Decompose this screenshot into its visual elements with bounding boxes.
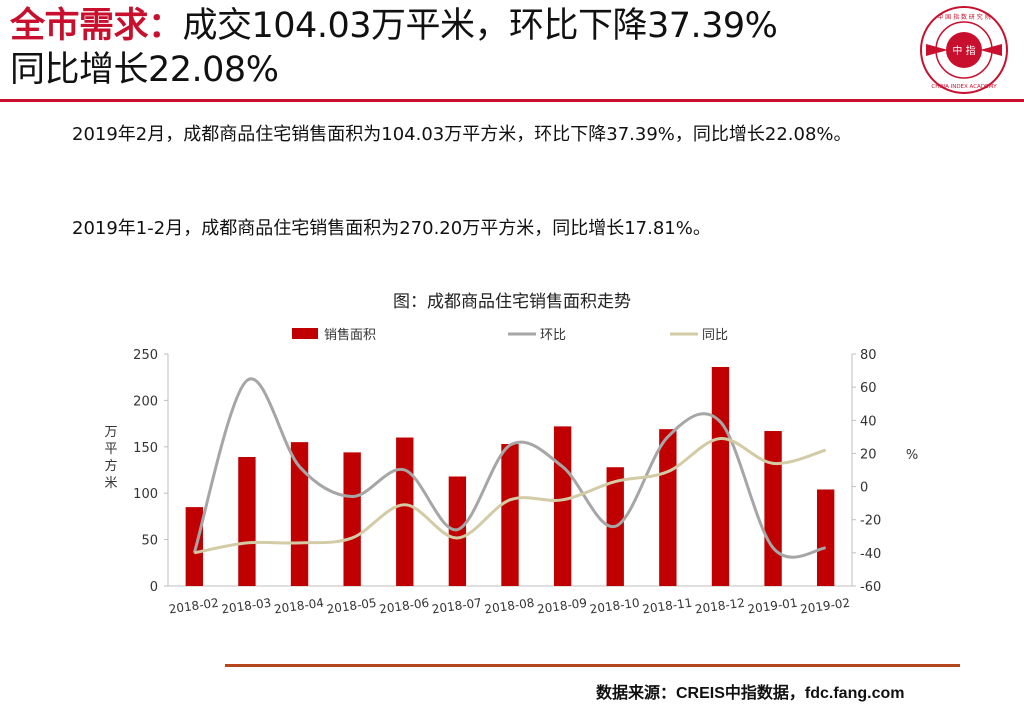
x-tick-label: 2018-03 [221,596,273,617]
line-同比 [194,437,827,555]
x-tick-label: 2018-09 [536,596,588,617]
x-tick-label: 2018-11 [641,596,693,617]
logo-ring-top: 中 国 指 数 研 究 院 [937,13,990,21]
bar-2018-06 [396,437,414,586]
bar-2018-04 [290,442,309,586]
bar-2018-07 [448,476,467,586]
chart-title: 图：成都商品住宅销售面积走势 [393,292,631,312]
paragraph-ytd: 2019年1-2月，成都商品住宅销售面积为270.20万平方米，同比增长17.8… [72,218,711,239]
legend-label-销售面积: 销售面积 [324,327,376,343]
right-tick-label: -40 [860,547,881,562]
title-divider [0,99,1024,102]
footer-divider [225,664,960,667]
left-tick-label: 150 [133,441,158,456]
bar-2019-01 [764,431,782,586]
title-line1: 成交104.03万平米，环比下降37.39% [182,6,778,46]
legend-label-环比: 环比 [540,328,566,343]
left-tick-label: 200 [133,394,158,409]
bar-2019-02 [817,489,835,586]
page-title: 全市需求：成交104.03万平米，环比下降37.39% 同比增长22.08% [10,4,910,92]
right-tick-label: 40 [860,414,877,429]
left-tick-label: 50 [141,534,158,549]
bar-2018-11 [659,429,677,586]
right-tick-label: -20 [860,514,881,529]
legend-swatch-销售面积 [292,328,318,339]
x-tick-label: 2018-08 [484,596,536,617]
bar-2018-08 [501,444,519,586]
bar-2018-12 [711,366,730,586]
data-source: 数据来源：CREIS中指数据，fdc.fang.com [596,685,905,702]
legend-label-同比: 同比 [702,328,728,343]
left-tick-label: 250 [133,348,158,363]
right-axis-label: % [906,448,918,463]
bar-2018-03 [238,457,256,586]
right-tick-label: 20 [860,447,877,462]
left-axis-label: 万平方米 [104,425,117,491]
line-环比 [192,377,826,559]
left-tick-label: 100 [133,487,158,502]
x-tick-label: 2018-07 [431,596,483,617]
right-tick-label: 80 [860,348,877,363]
left-tick-label: 0 [150,580,158,595]
logo-ring-bottom: CHINA INDEX ACADEMY [931,84,997,90]
bar-2018-02 [185,507,203,586]
x-tick-label: 2018-10 [589,596,641,617]
bar-2018-05 [343,452,361,586]
paragraph-monthly: 2019年2月，成都商品住宅销售面积为104.03万平方米，环比下降37.39%… [72,124,852,145]
logo-center-text: 中 指 [952,44,975,57]
bar-2018-09 [553,426,572,586]
x-tick-label: 2018-02 [168,596,220,617]
right-tick-label: 0 [860,481,868,496]
x-tick-label: 2018-05 [326,596,378,617]
x-tick-label: 2018-04 [273,596,325,617]
sales-area-chart: 0 50 100 150 200 250 -60 -40 -20 0 20 40 60 80 万平方米% 20… [104,327,918,617]
china-index-academy-logo: 中 指 中 国 指 数 研 究 院 CHINA INDEX ACADEMY [920,6,1008,94]
x-tick-label: 2019-02 [799,596,851,617]
title-highlight: 全市需求： [10,6,183,46]
x-tick-label: 2018-06 [378,596,430,617]
x-tick-label: 2019-01 [747,596,799,617]
right-tick-label: 60 [860,381,877,396]
title-line2: 同比增长22.08% [10,50,279,90]
right-tick-label: -60 [860,580,881,595]
x-tick-label: 2018-12 [694,596,746,617]
